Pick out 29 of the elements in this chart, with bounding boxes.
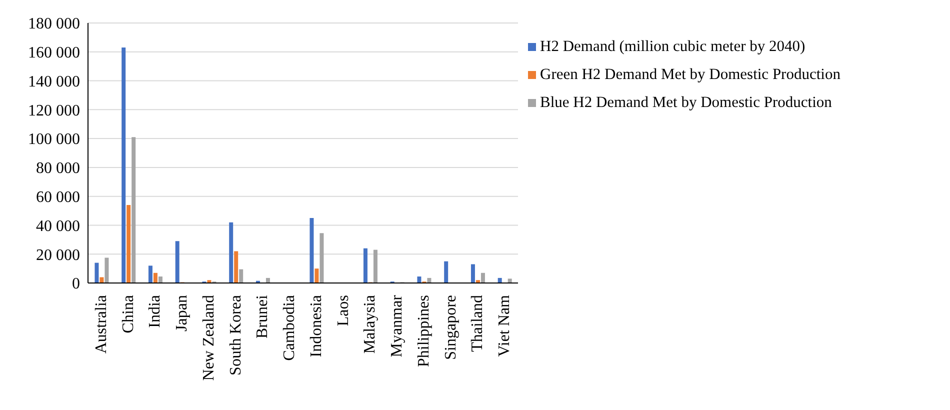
x-tick-label: Malaysia — [362, 295, 379, 354]
y-tick-label: 180 000 — [28, 16, 80, 33]
y-tick-label: 120 000 — [28, 102, 80, 120]
y-tick-label: 100 000 — [28, 131, 80, 148]
x-tick-label: Singapore — [442, 295, 460, 360]
x-tick-label: New Zealand — [200, 295, 218, 381]
x-tick-label: Australia — [92, 295, 110, 354]
x-tick-label: Cambodia — [281, 295, 298, 361]
y-tick-label: 0 — [72, 276, 80, 293]
y-tick-label: 20 000 — [36, 246, 80, 264]
x-tick-label: Philippines — [415, 295, 432, 368]
x-tick-label: China — [120, 295, 137, 334]
x-tick-label: Thailand — [469, 295, 486, 352]
x-tick-label: Viet Nam — [496, 294, 514, 357]
x-tick-label: South Korea — [227, 295, 244, 376]
x-tick-label: Japan — [174, 295, 191, 332]
x-tick-label: Brunei — [254, 294, 272, 339]
x-tick-label: India — [146, 295, 164, 328]
legend-label: Blue H2 Demand Met by Domestic Production — [540, 94, 832, 111]
y-tick-label: 60 000 — [36, 189, 80, 206]
y-tick-label: 140 000 — [28, 73, 80, 90]
legend-label: H2 Demand (million cubic meter by 2040) — [540, 38, 806, 55]
x-tick-label: Indonesia — [308, 295, 325, 358]
y-tick-label: 80 000 — [36, 160, 80, 178]
x-tick-label: Laos — [334, 295, 352, 326]
y-tick-label: 40 000 — [36, 218, 80, 235]
y-tick-label: 160 000 — [28, 44, 80, 62]
x-tick-label: Myanmar — [388, 294, 406, 358]
legend-label: Green H2 Demand Met by Domestic Production — [540, 66, 840, 83]
